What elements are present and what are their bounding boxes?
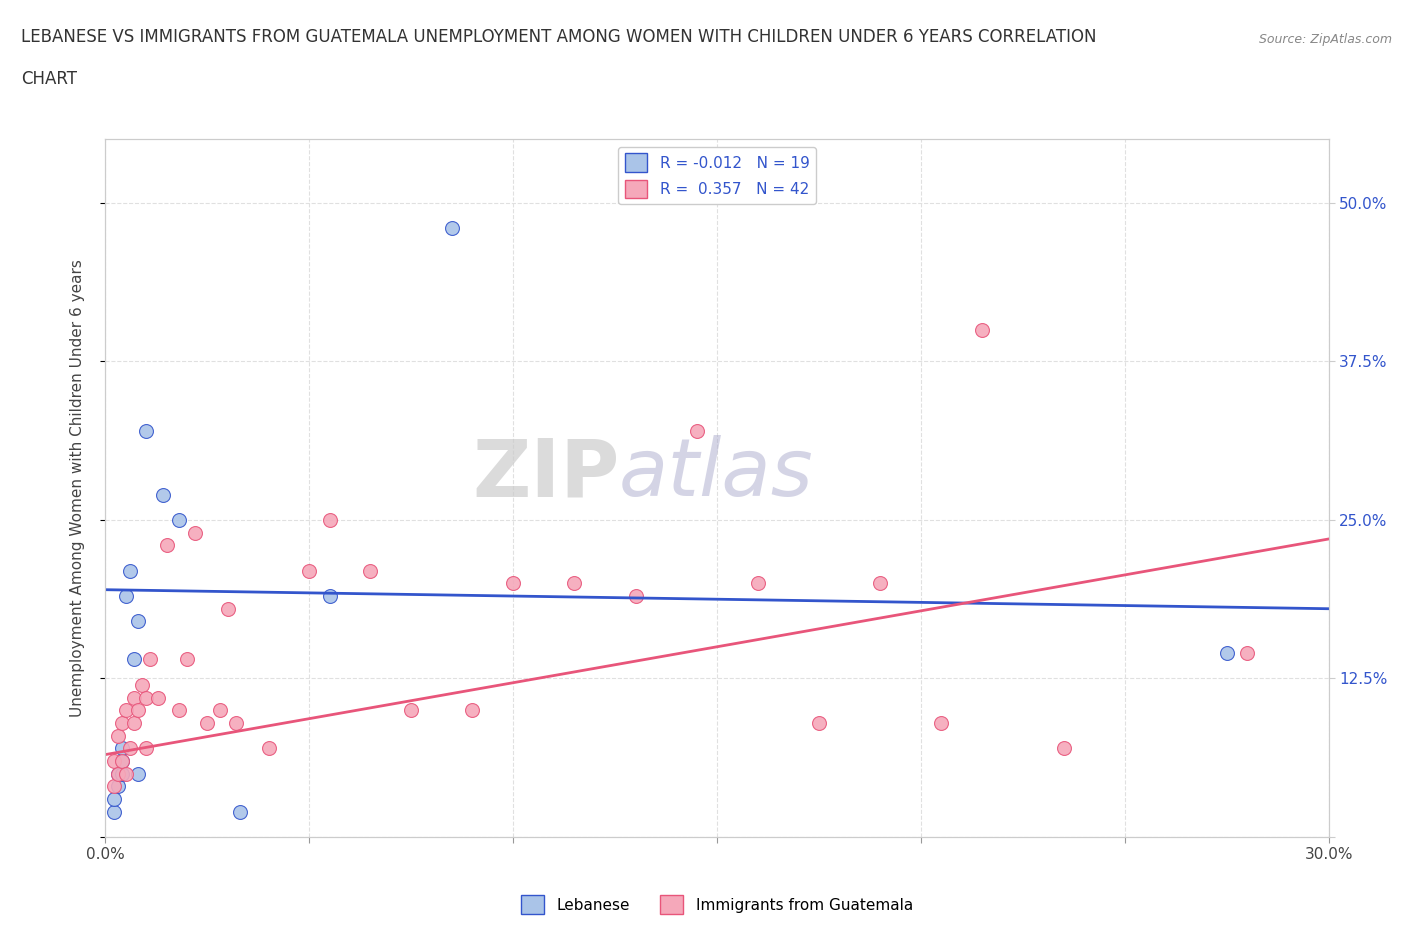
Point <box>401 703 423 718</box>
Point <box>107 766 129 781</box>
Point <box>115 589 138 604</box>
Point <box>1216 645 1239 660</box>
Point <box>118 564 141 578</box>
Point <box>562 576 586 591</box>
Point <box>156 538 179 552</box>
Point <box>103 753 125 768</box>
Point <box>318 512 342 527</box>
Point <box>111 753 134 768</box>
Point <box>127 766 149 781</box>
Point <box>176 652 198 667</box>
Point <box>111 753 134 768</box>
Point <box>135 741 157 756</box>
Point <box>103 804 125 819</box>
Y-axis label: Unemployment Among Women with Children Under 6 years: Unemployment Among Women with Children U… <box>70 259 84 717</box>
Point <box>318 589 342 604</box>
Point <box>167 703 190 718</box>
Legend: Lebanese, Immigrants from Guatemala: Lebanese, Immigrants from Guatemala <box>515 889 920 920</box>
Point <box>807 715 830 730</box>
Point <box>197 715 219 730</box>
Text: Source: ZipAtlas.com: Source: ZipAtlas.com <box>1258 33 1392 46</box>
Point <box>970 323 993 338</box>
Point <box>103 778 125 793</box>
Text: CHART: CHART <box>21 70 77 87</box>
Point <box>148 690 170 705</box>
Point <box>111 766 134 781</box>
Point <box>747 576 769 591</box>
Point <box>139 652 162 667</box>
Point <box>441 220 464 235</box>
Point <box>360 564 382 578</box>
Point <box>122 715 145 730</box>
Point <box>107 766 129 781</box>
Point <box>931 715 953 730</box>
Point <box>127 703 149 718</box>
Point <box>624 589 647 604</box>
Point <box>502 576 524 591</box>
Point <box>111 741 134 756</box>
Point <box>208 703 231 718</box>
Point <box>184 525 207 540</box>
Point <box>111 715 134 730</box>
Point <box>107 778 129 793</box>
Point <box>131 677 153 692</box>
Point <box>229 804 252 819</box>
Point <box>122 690 145 705</box>
Point <box>1052 741 1074 756</box>
Point <box>103 791 125 806</box>
Point <box>135 424 157 439</box>
Point <box>135 690 157 705</box>
Point <box>122 652 145 667</box>
Text: LEBANESE VS IMMIGRANTS FROM GUATEMALA UNEMPLOYMENT AMONG WOMEN WITH CHILDREN UND: LEBANESE VS IMMIGRANTS FROM GUATEMALA UN… <box>21 28 1097 46</box>
Point <box>257 741 280 756</box>
Point <box>298 564 321 578</box>
Point <box>461 703 484 718</box>
Point <box>1236 645 1258 660</box>
Point <box>869 576 891 591</box>
Point <box>225 715 247 730</box>
Text: ZIP: ZIP <box>472 435 619 513</box>
Point <box>115 766 138 781</box>
Point <box>686 424 709 439</box>
Point <box>115 703 138 718</box>
Point <box>127 614 149 629</box>
Point <box>152 487 174 502</box>
Point <box>107 728 129 743</box>
Point <box>217 602 239 617</box>
Text: atlas: atlas <box>619 435 814 513</box>
Point <box>167 512 190 527</box>
Point <box>118 741 141 756</box>
